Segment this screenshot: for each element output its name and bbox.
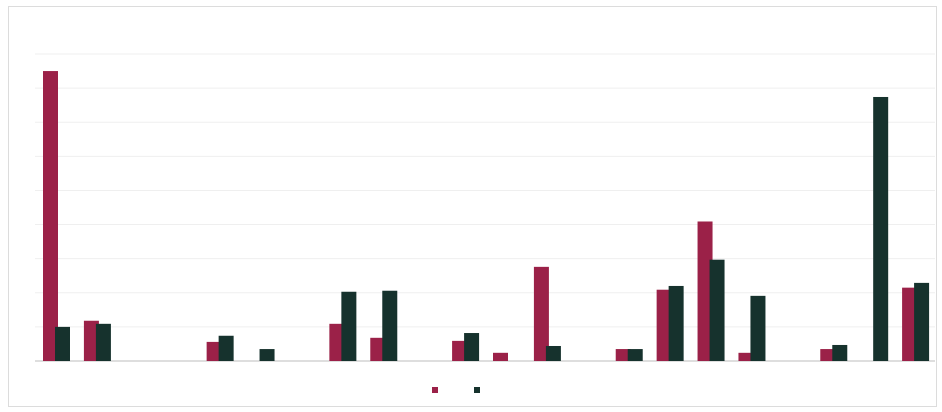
bar xyxy=(370,337,386,361)
legend-swatch xyxy=(432,387,438,393)
bar xyxy=(329,323,345,361)
bar xyxy=(902,287,918,361)
bar xyxy=(914,282,930,361)
bar xyxy=(259,349,275,361)
bar xyxy=(382,290,398,361)
bar xyxy=(341,291,357,361)
bar xyxy=(218,335,234,361)
bar xyxy=(95,323,111,361)
bar xyxy=(656,289,672,361)
bar xyxy=(709,259,725,361)
bar xyxy=(832,344,848,361)
bar xyxy=(83,320,99,361)
bar xyxy=(615,349,631,361)
bar xyxy=(206,341,222,361)
bar xyxy=(533,266,549,361)
bar xyxy=(627,349,643,361)
chart-card xyxy=(8,6,937,407)
bar xyxy=(55,326,70,361)
bar xyxy=(738,352,754,361)
bar xyxy=(873,96,889,361)
bar xyxy=(820,349,836,361)
bar xyxy=(545,345,561,361)
legend-swatch xyxy=(474,387,480,393)
bar xyxy=(697,221,713,361)
bar xyxy=(43,71,58,362)
bar xyxy=(668,285,684,361)
bar xyxy=(493,352,508,361)
bar xyxy=(452,340,468,361)
bar xyxy=(464,333,480,361)
bar xyxy=(750,295,766,361)
